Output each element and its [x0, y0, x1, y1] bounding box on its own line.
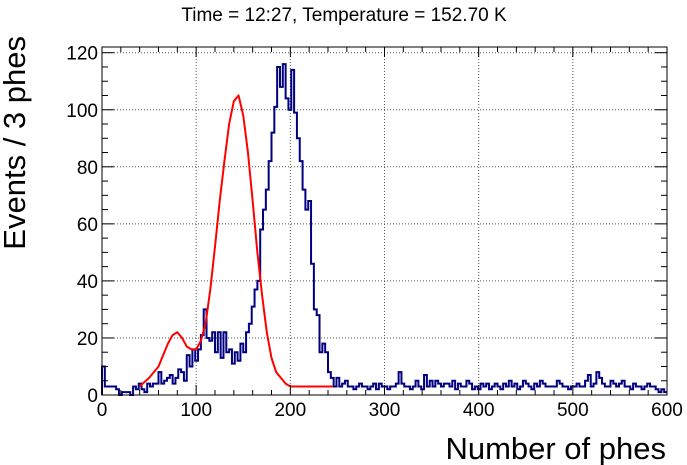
y-tick-label: 100 [66, 101, 98, 122]
y-tick-label: 40 [77, 272, 98, 293]
axis-ticks: 0 100 200 300 400 500 600 0 20 40 60 80 100 120 [66, 44, 683, 421]
chart-title: Time = 12:27, Temperature = 152.70 K [181, 5, 507, 26]
histogram-line [101, 63, 667, 396]
histogram-series [101, 63, 667, 396]
x-tick-label: 600 [651, 400, 683, 421]
fit-curve-line [138, 94, 333, 388]
fit-curve-series [138, 94, 333, 388]
x-tick-label: 200 [274, 400, 306, 421]
y-tick-label: 20 [77, 329, 98, 350]
x-axis-title: Number of phes [445, 431, 666, 465]
y-axis-title: Events / 3 phes [0, 36, 32, 250]
grid-lines [102, 47, 667, 395]
x-tick-label: 0 [97, 400, 108, 421]
x-tick-label: 100 [180, 400, 212, 421]
y-tick-label: 80 [77, 158, 98, 179]
x-tick-label: 500 [557, 400, 589, 421]
x-tick-label: 400 [463, 400, 495, 421]
y-tick-label: 0 [87, 386, 98, 407]
x-tick-label: 300 [369, 400, 401, 421]
y-tick-label: 60 [77, 215, 98, 236]
y-tick-label: 120 [66, 44, 98, 65]
